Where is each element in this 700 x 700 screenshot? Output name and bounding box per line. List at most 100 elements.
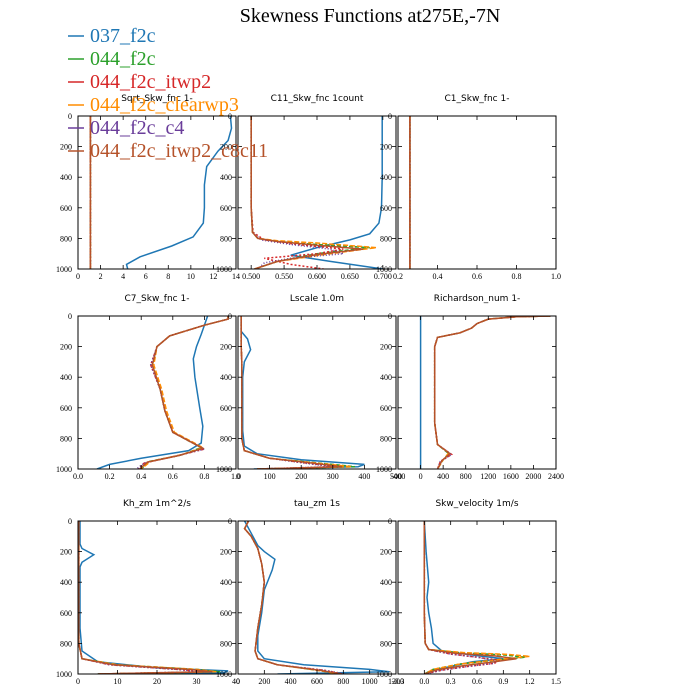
x-tick-label: 0 bbox=[419, 472, 423, 481]
x-tick-label: 0.6 bbox=[472, 272, 482, 281]
panel-title: Lscale 1.0m bbox=[290, 294, 344, 304]
panel-title: C7_Skw_fnc 1- bbox=[125, 294, 190, 304]
x-tick-label: 0 bbox=[236, 472, 240, 481]
series-line-044_f2c_c4 bbox=[433, 316, 551, 469]
y-tick-label: 600 bbox=[220, 609, 232, 618]
x-tick-label: 400 bbox=[285, 677, 297, 686]
x-tick-label: 1.0 bbox=[551, 272, 561, 281]
series-line-044_f2c_itwp2_c8c11 bbox=[250, 116, 364, 269]
series-line-044_f2c_itwp2_c8c11 bbox=[240, 316, 343, 469]
y-tick-label: 1000 bbox=[56, 670, 72, 679]
series-line-044_f2c_clearwp3 bbox=[240, 316, 352, 469]
y-tick-label: 600 bbox=[60, 204, 72, 213]
x-tick-label: 10 bbox=[114, 677, 122, 686]
legend: 037_f2c044_f2c044_f2c_itwp2044_f2c_clear… bbox=[68, 25, 268, 162]
x-tick-label: 800 bbox=[337, 677, 349, 686]
x-tick-label: 0.3 bbox=[446, 677, 456, 686]
y-tick-label: 800 bbox=[220, 234, 232, 243]
y-tick-label: 0 bbox=[68, 312, 72, 321]
panel-title: Richardson_num 1- bbox=[434, 294, 521, 304]
series-line-044_f2c_itwp2_c8c11 bbox=[433, 316, 551, 469]
x-tick-label: 0.2 bbox=[393, 272, 403, 281]
series-line-044_f2c_clearwp3 bbox=[433, 316, 551, 469]
y-tick-label: 400 bbox=[220, 373, 232, 382]
series-line-044_f2c_c4 bbox=[243, 521, 347, 674]
series-line-044_f2c_itwp2 bbox=[78, 521, 205, 674]
y-tick-label: 400 bbox=[60, 578, 72, 587]
legend-label: 044_f2c_c4 bbox=[90, 117, 184, 139]
x-tick-label: 1.5 bbox=[551, 677, 561, 686]
y-tick-label: 0 bbox=[68, 112, 72, 121]
x-tick-label: 0.8 bbox=[199, 472, 209, 481]
series-line-037_f2c bbox=[243, 521, 390, 674]
panel-title: C11_Skw_fnc 1count bbox=[271, 94, 364, 104]
y-tick-label: 600 bbox=[220, 204, 232, 213]
x-tick-label: 0.6 bbox=[168, 472, 178, 481]
series-line-044_f2c_itwp2 bbox=[137, 316, 229, 469]
y-tick-label: 800 bbox=[380, 639, 392, 648]
y-tick-label: 400 bbox=[60, 173, 72, 182]
legend-label: 044_f2c_clearwp3 bbox=[90, 94, 239, 116]
panel-4: C7_Skw_fnc 1-0.0 0.2 0.4 0.6 0.8 1.0020040060… bbox=[56, 294, 241, 481]
x-tick-label: 2400 bbox=[548, 472, 564, 481]
x-tick-label: 800 bbox=[460, 472, 472, 481]
x-tick-label: 0.2 bbox=[105, 472, 115, 481]
legend-item: 044_f2c_clearwp3 bbox=[68, 94, 239, 116]
x-tick-label: 1000 bbox=[362, 677, 378, 686]
y-tick-label: 800 bbox=[60, 234, 72, 243]
x-tick-label: 1.2 bbox=[525, 677, 535, 686]
y-tick-label: 200 bbox=[60, 548, 72, 557]
legend-item: 037_f2c bbox=[68, 25, 156, 47]
y-tick-label: 800 bbox=[60, 639, 72, 648]
x-tick-label: 0.8 bbox=[512, 272, 522, 281]
y-tick-label: 400 bbox=[220, 173, 232, 182]
x-tick-label: 300 bbox=[327, 472, 339, 481]
panel-title: C1_Skw_fnc 1- bbox=[445, 94, 510, 104]
y-tick-label: 800 bbox=[220, 639, 232, 648]
series-line-044_f2c bbox=[140, 316, 229, 469]
y-tick-label: 1000 bbox=[56, 265, 72, 274]
x-tick-label: 0.550 bbox=[275, 272, 293, 281]
plot-frame bbox=[397, 115, 557, 270]
series-line-044_f2c_itwp2_c8c11 bbox=[243, 521, 343, 674]
panel-5: Lscale 1.0m 0 100 200 300 400 500 0 200 400 600 800… bbox=[216, 294, 402, 481]
y-tick-label: 0 bbox=[388, 312, 392, 321]
x-tick-label: 0.0 bbox=[73, 472, 83, 481]
y-tick-label: 400 bbox=[380, 373, 392, 382]
y-tick-label: 1000 bbox=[216, 670, 232, 679]
x-tick-label: 1200 bbox=[388, 677, 404, 686]
x-tick-label: 200 bbox=[295, 472, 307, 481]
x-tick-label: 400 bbox=[437, 472, 449, 481]
series-line-044_f2c_c4 bbox=[78, 521, 205, 674]
y-tick-label: 600 bbox=[380, 204, 392, 213]
y-tick-label: 800 bbox=[60, 434, 72, 443]
y-tick-label: 0 bbox=[388, 112, 392, 121]
x-tick-label: 0.4 bbox=[433, 272, 443, 281]
series-line-037_f2c bbox=[96, 316, 209, 469]
x-tick-label: 4 bbox=[121, 272, 125, 281]
y-tick-label: 1000 bbox=[376, 670, 392, 679]
x-tick-label: 0.500 bbox=[242, 272, 260, 281]
series-line-044_f2c_c4 bbox=[250, 116, 344, 269]
x-tick-label: 30 bbox=[193, 677, 201, 686]
series-line-044_f2c_itwp2_c8c11 bbox=[139, 316, 229, 469]
panel-2: C11_Skw_fnc 1count 0.500 0.550 0.600 0.650 0.… bbox=[216, 94, 397, 281]
y-tick-label: 200 bbox=[220, 548, 232, 557]
panel-title: Kh_zm 1m^2/s bbox=[123, 499, 191, 509]
series-line-044_f2c_itwp2 bbox=[433, 316, 551, 469]
panel-grid: Sqrt_Skw_fnc 1-0 2 4 6 8 10 12 1402004006008001… bbox=[56, 94, 564, 686]
series-line-037_f2c bbox=[79, 521, 229, 674]
x-tick-label: 500 bbox=[390, 472, 402, 481]
y-tick-label: 600 bbox=[60, 609, 72, 618]
x-tick-label: 0.6 bbox=[472, 677, 482, 686]
y-tick-label: 0 bbox=[228, 517, 232, 526]
legend-item: 044_f2c bbox=[68, 48, 156, 70]
panel-3: C1_Skw_fnc 1- 0.2 0.4 0.6 0.8 1.0 0 200 400 600 80… bbox=[376, 94, 561, 281]
series-line-044_f2c bbox=[243, 521, 341, 674]
series-line-044_f2c_itwp2_c8c11 bbox=[78, 521, 213, 674]
x-tick-label: 20 bbox=[153, 677, 161, 686]
panel-6: Richardson_num 1--400 0 400 800 1200 1600 2000… bbox=[376, 294, 564, 481]
y-tick-label: 0 bbox=[68, 517, 72, 526]
